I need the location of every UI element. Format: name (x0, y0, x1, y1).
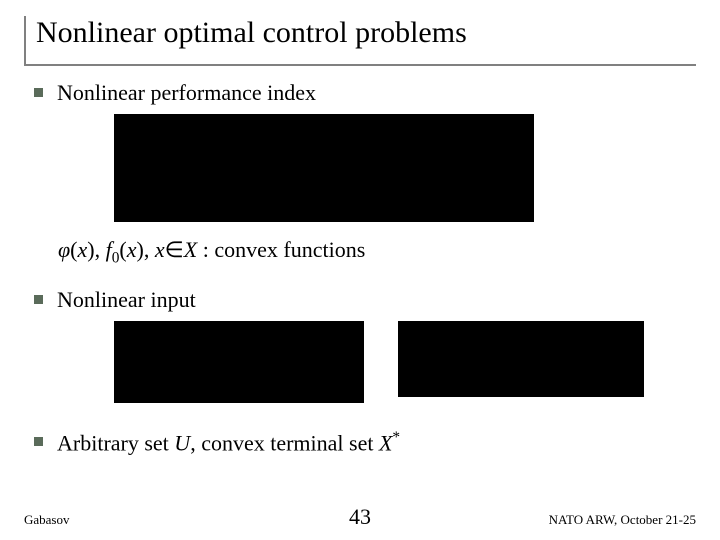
text-fragment: ( (119, 237, 126, 262)
in-symbol: ∈ (165, 237, 184, 262)
footer-event: NATO ARW, October 21-25 (549, 512, 696, 528)
title-container: Nonlinear optimal control problems (24, 16, 696, 66)
bullet-item: Arbitrary set U, convex terminal set X* (34, 429, 696, 456)
slide-title: Nonlinear optimal control problems (36, 16, 696, 50)
bullet-icon (34, 295, 43, 304)
footer: Gabasov 43 NATO ARW, October 21-25 (24, 512, 696, 528)
set-X: X (379, 431, 392, 456)
page-number: 43 (349, 504, 371, 530)
equation-placeholder (114, 321, 364, 403)
var-x: x (78, 237, 88, 262)
bullet-item: Nonlinear input (34, 287, 696, 313)
slide: Nonlinear optimal control problems Nonli… (0, 0, 720, 540)
phi-symbol: φ (58, 237, 70, 262)
text-fragment: ), (137, 237, 155, 262)
set-U: U (174, 431, 190, 456)
bullet-icon (34, 88, 43, 97)
bullet-text: Nonlinear performance index (57, 80, 316, 106)
bullet-text: Nonlinear input (57, 287, 196, 313)
bullet-icon (34, 437, 43, 446)
set-X: X (184, 237, 197, 262)
superscript-star: * (392, 429, 400, 446)
text-fragment: ( (70, 237, 77, 262)
var-x: x (127, 237, 137, 262)
footer-author: Gabasov (24, 512, 70, 528)
text-fragment: : convex functions (197, 237, 365, 262)
text-fragment: Arbitrary set (57, 431, 174, 456)
equation-row (114, 321, 696, 403)
text-fragment: , convex terminal set (190, 431, 379, 456)
convex-functions-line: φ(x), f0(x), x∈X : convex functions (58, 237, 696, 267)
equation-placeholder (398, 321, 644, 397)
var-x: x (155, 237, 165, 262)
bullet-text: Arbitrary set U, convex terminal set X* (57, 429, 400, 456)
bullet-item: Nonlinear performance index (34, 80, 696, 106)
equation-placeholder (114, 114, 534, 222)
text-fragment: ), (87, 237, 105, 262)
